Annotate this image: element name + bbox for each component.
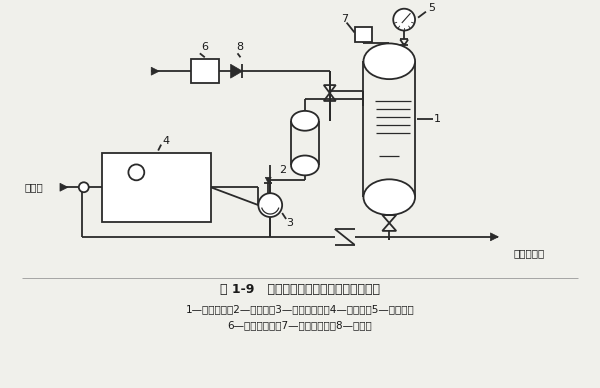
Text: 5: 5 xyxy=(428,3,436,13)
Text: 接外网: 接外网 xyxy=(24,182,43,192)
Circle shape xyxy=(79,182,89,192)
Polygon shape xyxy=(265,177,271,183)
Ellipse shape xyxy=(291,111,319,131)
Text: 3: 3 xyxy=(287,218,293,228)
Ellipse shape xyxy=(291,156,319,175)
Text: 7: 7 xyxy=(341,14,348,24)
Text: 2: 2 xyxy=(280,165,287,175)
Text: 图 1-9   自动补气式气压罐给水工作原理图: 图 1-9 自动补气式气压罐给水工作原理图 xyxy=(220,283,380,296)
Polygon shape xyxy=(230,64,242,78)
Polygon shape xyxy=(151,67,159,75)
Circle shape xyxy=(393,9,415,31)
Circle shape xyxy=(259,193,282,217)
Text: 8: 8 xyxy=(236,42,243,52)
Bar xyxy=(355,26,373,42)
Ellipse shape xyxy=(364,179,415,215)
Text: 6—空气过滤器；7—压力控制器；8—逆止阀: 6—空气过滤器；7—压力控制器；8—逆止阀 xyxy=(227,320,373,330)
Bar xyxy=(191,59,218,83)
Ellipse shape xyxy=(364,43,415,79)
Polygon shape xyxy=(490,233,499,241)
Text: 1—气压水罐；2—补气罐；3—补水稳压泵；4—贮水池；5—压力表；: 1—气压水罐；2—补气罐；3—补水稳压泵；4—贮水池；5—压力表； xyxy=(185,304,415,314)
Text: 4: 4 xyxy=(163,136,170,146)
Circle shape xyxy=(128,165,144,180)
Text: 6: 6 xyxy=(201,42,208,52)
Text: 接给水系统: 接给水系统 xyxy=(513,248,545,258)
Polygon shape xyxy=(60,183,68,191)
Bar xyxy=(101,152,211,222)
Text: 1: 1 xyxy=(433,114,440,124)
